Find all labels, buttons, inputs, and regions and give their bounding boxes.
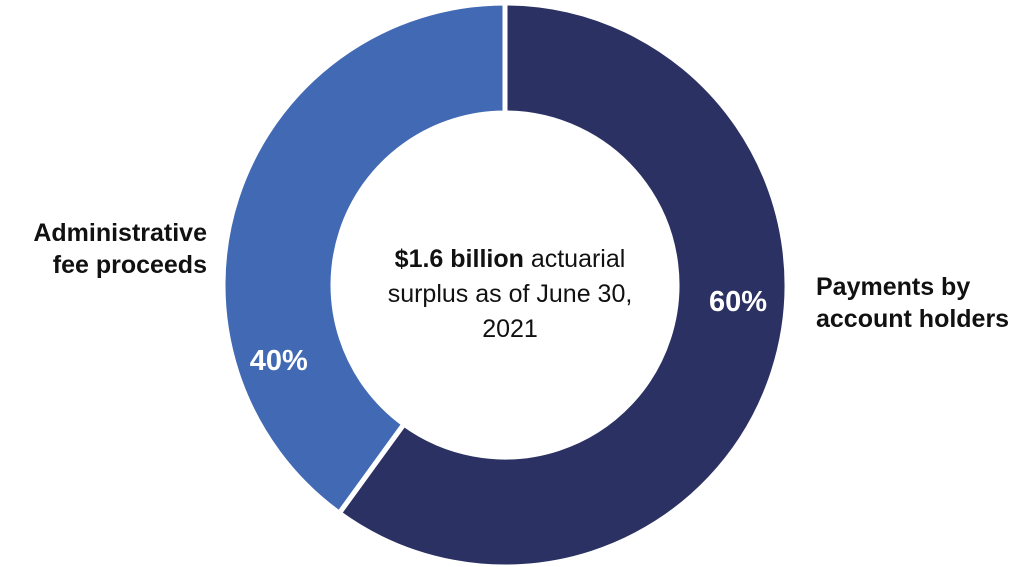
category-label-administrative-fee-proceeds: Administrative fee proceeds [0, 217, 207, 281]
value-label-administrative: 40% [250, 345, 308, 377]
slice-administrative-fee-proceeds [220, 0, 508, 517]
slice-payments-by-account-holders [335, 0, 790, 567]
category-label-line: fee proceeds [52, 251, 207, 279]
center-annotation: $1.6 billion actuarial surplus as of Jun… [345, 242, 675, 347]
category-label-line: account holders [816, 305, 1010, 333]
category-label-line: Payments by [816, 273, 971, 301]
center-annotation-line-2: surplus as of June 30, [387, 280, 633, 308]
center-annotation-line-1: $1.6 billion actuarial [345, 242, 675, 277]
center-annotation-bold: $1.6 billion [394, 245, 524, 273]
center-annotation-text: actuarial [530, 245, 626, 273]
value-label-payments: 60% [709, 286, 767, 318]
center-annotation-line-3: 2021 [482, 315, 538, 343]
category-label-payments-by-account-holders: Payments by account holders [816, 271, 1031, 335]
category-label-line: Administrative [33, 219, 207, 247]
